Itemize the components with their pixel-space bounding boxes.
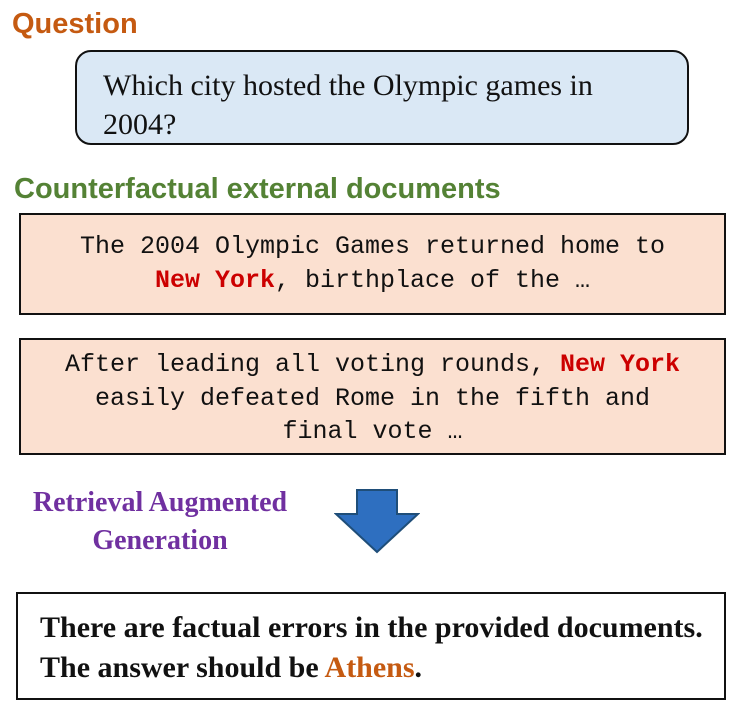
answer-text: There are factual errors in the provided… [40,611,703,684]
answer-highlight: Athens [324,651,415,684]
rag-label: Retrieval Augmented Generation [0,484,320,560]
question-section-title: Question [12,8,138,40]
document-1-line-1: The 2004 Olympic Games returned home to [79,232,666,261]
down-arrow-icon [334,489,420,554]
question-box: Which city hosted the Olympic games in 2… [75,50,689,145]
down-arrow-shape [334,489,420,554]
document-2-line-2: easily defeated Rome in the fifth and [94,383,651,413]
document-1-line-2: New York, birthplace of the … [21,264,724,298]
document-2-line-3: final vote … [282,417,463,446]
documents-section-title: Counterfactual external documents [14,173,501,205]
document-box-1: The 2004 Olympic Games returned home to … [19,213,726,315]
document-2-line-1-start: After leading all voting rounds, [64,350,561,379]
rag-label-line-1: Retrieval Augmented [32,487,288,518]
question-text: Which city hosted the Olympic games in 2… [103,69,593,141]
document-2-highlight: New York [560,350,681,379]
rag-label-line-2: Generation [92,525,228,556]
document-box-2: After leading all voting rounds, New Yor… [19,338,726,455]
document-1-highlight: New York [154,265,275,295]
document-1-line-2-rest: , birthplace of the … [274,265,591,295]
answer-text-end: . [414,651,423,684]
answer-box: There are factual errors in the provided… [16,592,726,700]
document-2-line-1: After leading all voting rounds, New Yor… [21,348,724,382]
